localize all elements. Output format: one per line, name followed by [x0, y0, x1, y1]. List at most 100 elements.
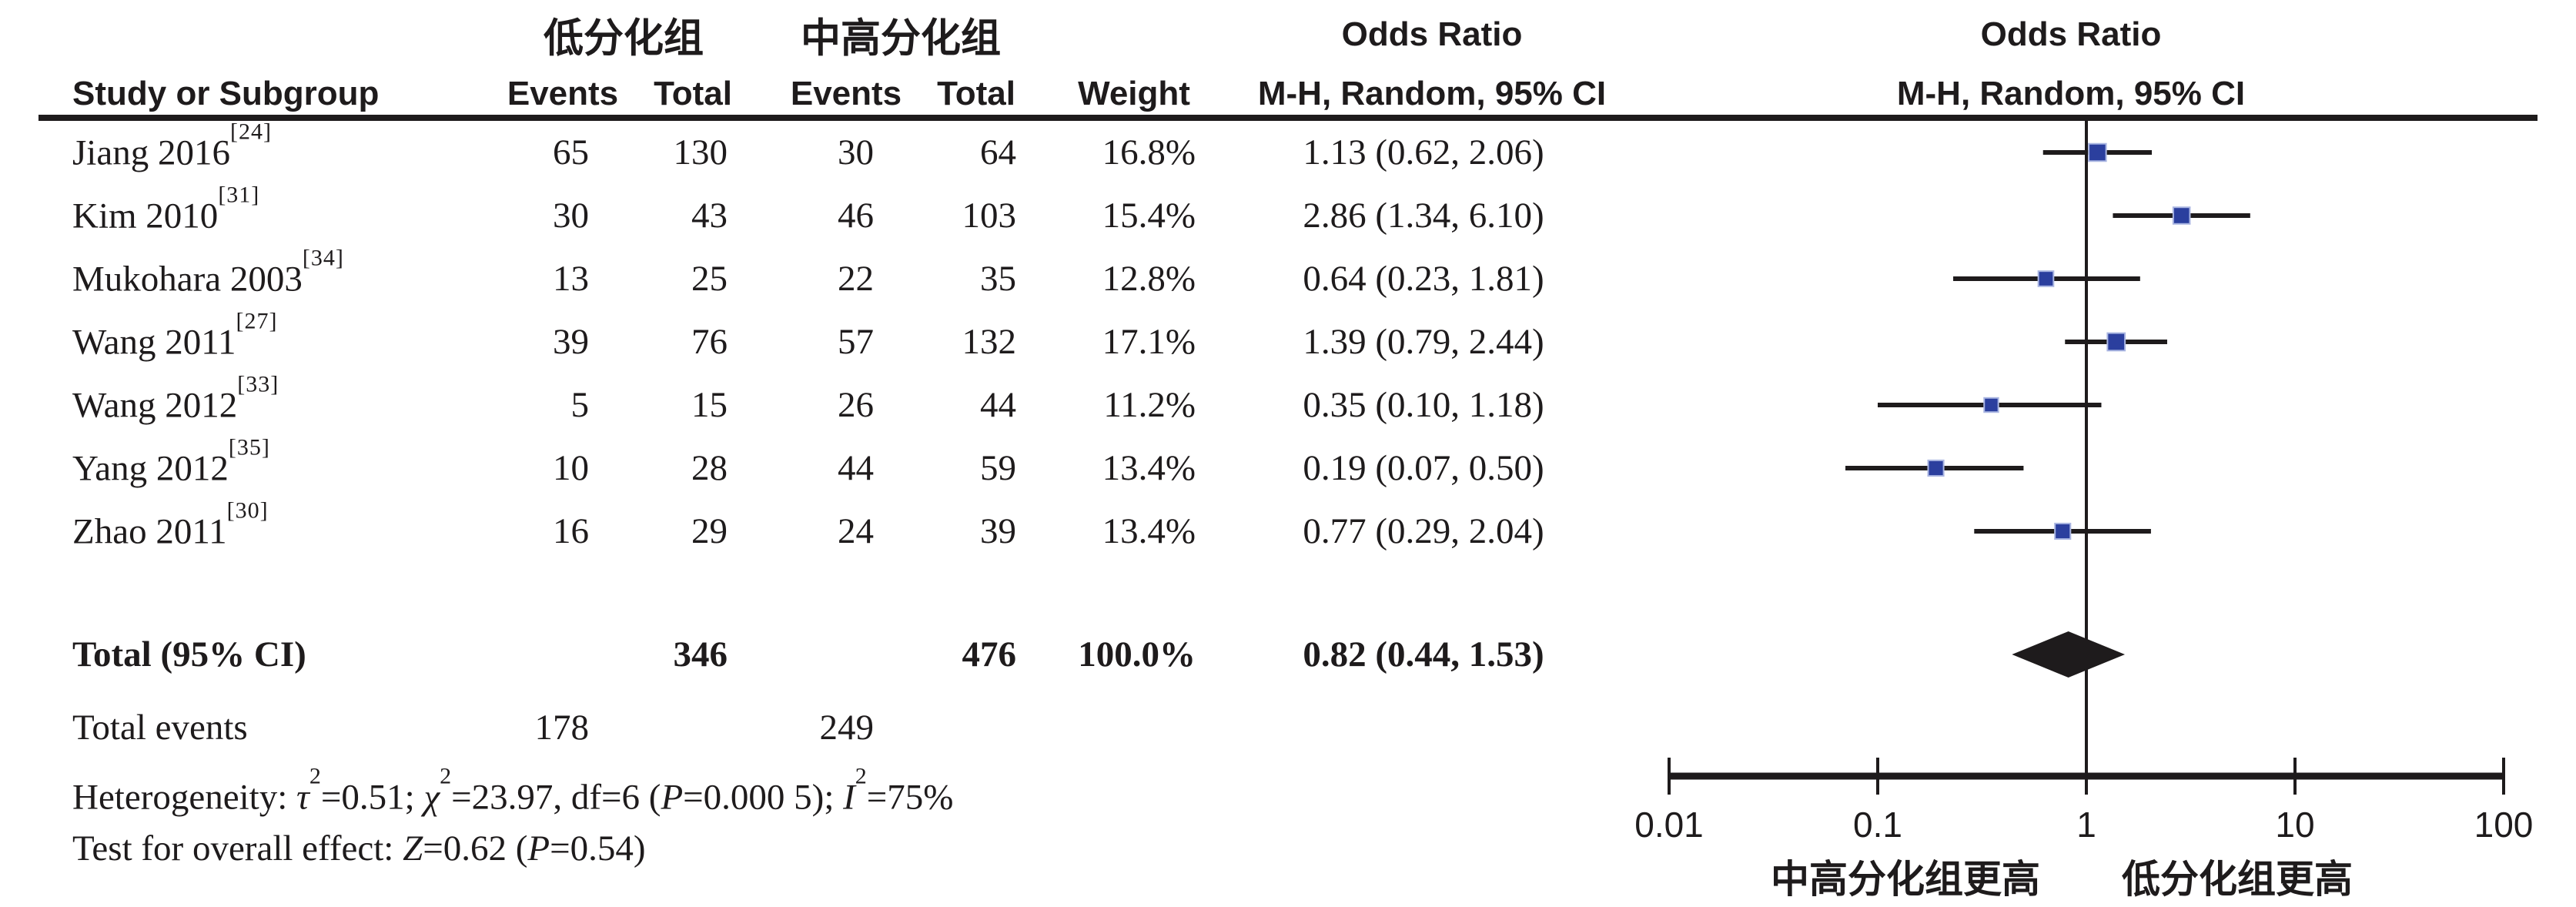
x-axis-tick [2293, 758, 2297, 795]
total-events-label: Total events [72, 708, 248, 748]
x-axis-tick [2502, 758, 2505, 795]
or-point-estimate-square [2172, 206, 2191, 225]
events2-value: 24 [838, 511, 874, 551]
total1-value: 28 [691, 448, 728, 488]
total2-value: 35 [980, 259, 1016, 299]
total1-value: 76 [691, 322, 728, 362]
study-label: Zhao 2011[30] [72, 497, 269, 552]
or-ci-value: 1.13 (0.62, 2.06) [1303, 132, 1544, 172]
events2-value: 30 [838, 132, 874, 172]
events2-value: 46 [838, 196, 874, 236]
events2-value: 22 [838, 259, 874, 299]
study-ref: [30] [226, 497, 269, 524]
group1-header: 低分化组 [543, 16, 704, 62]
weight-header: Weight [1078, 75, 1190, 112]
study-ref: [31] [218, 182, 260, 208]
total-row-label: Total (95% CI) [72, 634, 306, 674]
overall-effect-line: Test for overall effect: Z=0.62 (P=0.54) [72, 828, 646, 869]
study-label: Kim 2010[31] [72, 182, 260, 236]
total1-value: 29 [691, 511, 728, 551]
study-subgroup-header: Study or Subgroup [72, 75, 380, 112]
total2-header: Total [937, 75, 1015, 112]
total1-value: 25 [691, 259, 728, 299]
weight-value: 15.4% [1102, 196, 1196, 236]
x-tick-label: 1 [2076, 805, 2096, 845]
or-ci-value: 0.35 (0.10, 1.18) [1303, 385, 1544, 425]
or-point-estimate-square [2088, 142, 2107, 162]
study-label: Yang 2012[35] [72, 434, 270, 489]
weight-value: 13.4% [1102, 448, 1196, 488]
study-ref: [33] [237, 371, 279, 397]
total2-value: 44 [980, 385, 1016, 425]
events1-value: 39 [553, 322, 589, 362]
events1-value: 10 [553, 448, 589, 488]
or-point-estimate-square [1983, 397, 1999, 413]
or-point-estimate-square [1927, 459, 1945, 477]
total-row-weight: 100.0% [1078, 634, 1196, 674]
events2-value: 44 [838, 448, 874, 488]
total-row-total1: 346 [673, 634, 728, 674]
mh-ci-header-plot-col: M-H, Random, 95% CI [1896, 75, 2246, 112]
or-ci-value: 0.77 (0.29, 2.04) [1303, 511, 1544, 551]
or-ci-value: 2.86 (1.34, 6.10) [1303, 196, 1544, 236]
study-label: Mukohara 2003[34] [72, 245, 344, 300]
total-row-or-ci: 0.82 (0.44, 1.53) [1303, 634, 1544, 674]
heterogeneity-line: Heterogeneity: τ2=0.51; χ2=23.97, df=6 (… [72, 763, 954, 818]
or-point-estimate-square [2037, 270, 2055, 287]
weight-value: 17.1% [1102, 322, 1196, 362]
total1-header: Total [654, 75, 732, 112]
total1-value: 130 [673, 132, 728, 172]
total-events-events1: 178 [534, 708, 590, 748]
total-row-total2: 476 [962, 634, 1017, 674]
or-point-estimate-square [2054, 522, 2072, 541]
or-ci-value: 1.39 (0.79, 2.44) [1303, 322, 1544, 362]
events1-value: 16 [553, 511, 589, 551]
weight-value: 16.8% [1102, 132, 1196, 172]
x-tick-label: 0.1 [1853, 805, 1902, 845]
events1-value: 5 [570, 385, 590, 425]
header-rule [38, 115, 2538, 121]
events1-value: 13 [553, 259, 589, 299]
x-axis-tick [1876, 758, 1879, 795]
axis-right-label: 低分化组更高 [2122, 858, 2353, 901]
study-ref: [27] [236, 308, 278, 334]
events2-value: 26 [838, 385, 874, 425]
study-label: Jiang 2016[24] [72, 119, 272, 173]
weight-value: 13.4% [1102, 511, 1196, 551]
total2-value: 59 [980, 448, 1016, 488]
study-ref: [24] [229, 119, 272, 145]
total-events-events2: 249 [819, 708, 875, 748]
or-point-estimate-square [2106, 332, 2126, 352]
total2-value: 64 [980, 132, 1016, 172]
events1-value: 65 [553, 132, 589, 172]
x-tick-label: 100 [2474, 805, 2534, 845]
x-tick-label: 0.01 [1634, 805, 1704, 845]
total2-value: 39 [980, 511, 1016, 551]
weight-value: 12.8% [1102, 259, 1196, 299]
total1-value: 15 [691, 385, 728, 425]
group2-header: 中高分化组 [800, 16, 1002, 62]
study-label: Wang 2011[27] [72, 308, 278, 363]
events2-value: 57 [838, 322, 874, 362]
odds-ratio-header-text-col: Odds Ratio [1341, 15, 1523, 53]
weight-value: 11.2% [1103, 385, 1196, 425]
events1-value: 30 [553, 196, 589, 236]
events2-header: Events [790, 75, 902, 112]
or-ci-value: 0.64 (0.23, 1.81) [1303, 259, 1544, 299]
axis-left-label: 中高分化组更高 [1771, 858, 2040, 901]
study-label: Wang 2012[33] [72, 371, 279, 426]
odds-ratio-header-plot-col: Odds Ratio [1980, 15, 2162, 53]
total1-value: 43 [691, 196, 728, 236]
study-ref: [34] [302, 245, 344, 271]
mh-ci-header-text-col: M-H, Random, 95% CI [1257, 75, 1607, 112]
study-ref: [35] [228, 434, 270, 460]
x-tick-label: 10 [2275, 805, 2315, 845]
events1-header: Events [507, 75, 619, 112]
x-axis-tick [2085, 758, 2088, 795]
pooled-diamond [2012, 631, 2126, 678]
null-effect-line [2085, 118, 2088, 776]
total2-value: 103 [962, 196, 1017, 236]
x-axis-tick [1668, 758, 1671, 795]
